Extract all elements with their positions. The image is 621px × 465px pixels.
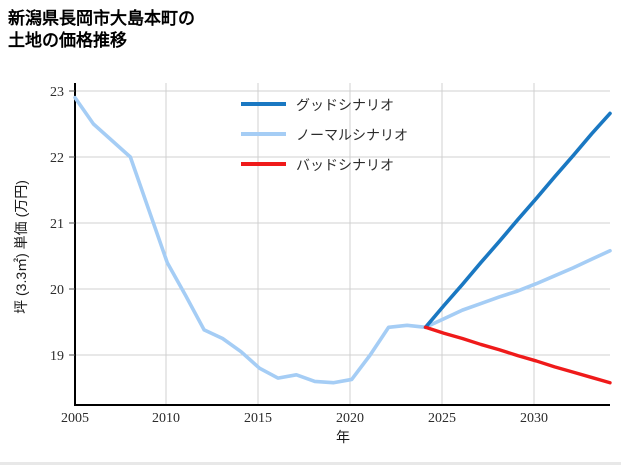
y-tick-marks — [69, 90, 75, 356]
series-lines — [73, 95, 612, 385]
series-line-bad — [423, 325, 612, 385]
legend-label-bad: バッドシナリオ — [296, 159, 394, 174]
x-tick-labels: 2005 2010 2015 2020 2025 2030 — [61, 411, 548, 426]
axes-lines — [73, 83, 610, 407]
bottom-divider — [0, 462, 621, 465]
gridlines — [75, 83, 610, 404]
x-tick-label-2020: 2020 — [336, 411, 364, 426]
series-line-normal — [73, 95, 612, 385]
y-axis-title: 坪 (3.3㎡) 単価 (万円) — [13, 180, 29, 314]
chart-title-line1: 新潟県長岡市大島本町の — [8, 9, 195, 28]
y-tick-labels: 23 22 21 20 19 — [50, 85, 64, 364]
x-tick-label-2030: 2030 — [520, 411, 548, 426]
y-tick-label-19: 19 — [50, 349, 64, 364]
x-tick-label-2025: 2025 — [428, 411, 456, 426]
legend-label-good: グッドシナリオ — [296, 98, 394, 114]
legend: グッドシナリオ ノーマルシナリオ バッドシナリオ — [241, 98, 408, 174]
chart-title-line2: 土地の価格推移 — [8, 31, 127, 51]
series-line-good — [423, 111, 612, 330]
legend-label-normal: ノーマルシナリオ — [296, 129, 408, 144]
x-tick-label-2010: 2010 — [152, 411, 180, 426]
y-tick-label-23: 23 — [50, 85, 64, 100]
x-axis-title: 年 — [336, 429, 350, 445]
y-tick-label-22: 22 — [50, 151, 64, 166]
x-tick-label-2005: 2005 — [61, 411, 89, 426]
y-tick-label-20: 20 — [50, 283, 64, 298]
x-tick-label-2015: 2015 — [244, 411, 272, 426]
chart-title: 新潟県長岡市大島本町の 土地の価格推移 — [8, 8, 508, 53]
y-tick-label-21: 21 — [50, 217, 64, 232]
